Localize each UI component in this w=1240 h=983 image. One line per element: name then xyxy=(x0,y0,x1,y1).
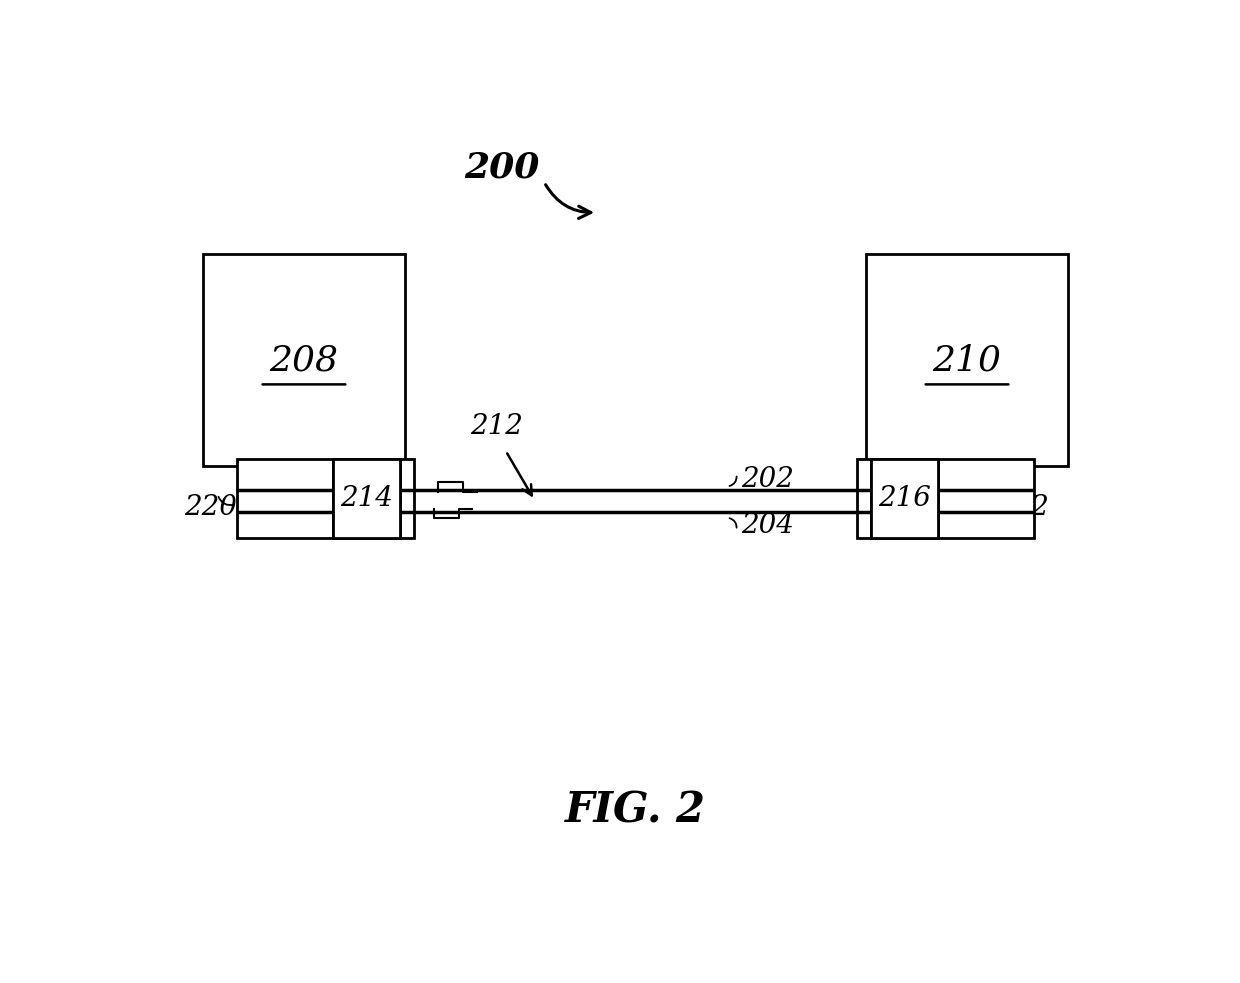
Text: 212: 212 xyxy=(470,413,522,439)
Text: 214: 214 xyxy=(340,486,393,512)
Text: 202: 202 xyxy=(742,466,794,492)
Text: 222: 222 xyxy=(996,494,1049,521)
Text: FIG. 2: FIG. 2 xyxy=(565,789,706,832)
Text: 216: 216 xyxy=(878,486,931,512)
Bar xyxy=(870,458,939,538)
Text: 200: 200 xyxy=(464,150,539,184)
Bar xyxy=(203,255,404,466)
Bar xyxy=(237,458,414,538)
Bar xyxy=(857,458,1034,538)
Bar xyxy=(870,458,939,538)
Text: 204: 204 xyxy=(742,512,794,539)
Bar xyxy=(332,458,401,538)
Bar xyxy=(401,491,870,511)
Bar xyxy=(332,458,401,538)
Text: 210: 210 xyxy=(932,343,1002,377)
Text: 220: 220 xyxy=(184,494,237,521)
Text: 216: 216 xyxy=(878,486,931,512)
Text: 214: 214 xyxy=(340,486,393,512)
Text: 208: 208 xyxy=(269,343,339,377)
Bar xyxy=(866,255,1068,466)
